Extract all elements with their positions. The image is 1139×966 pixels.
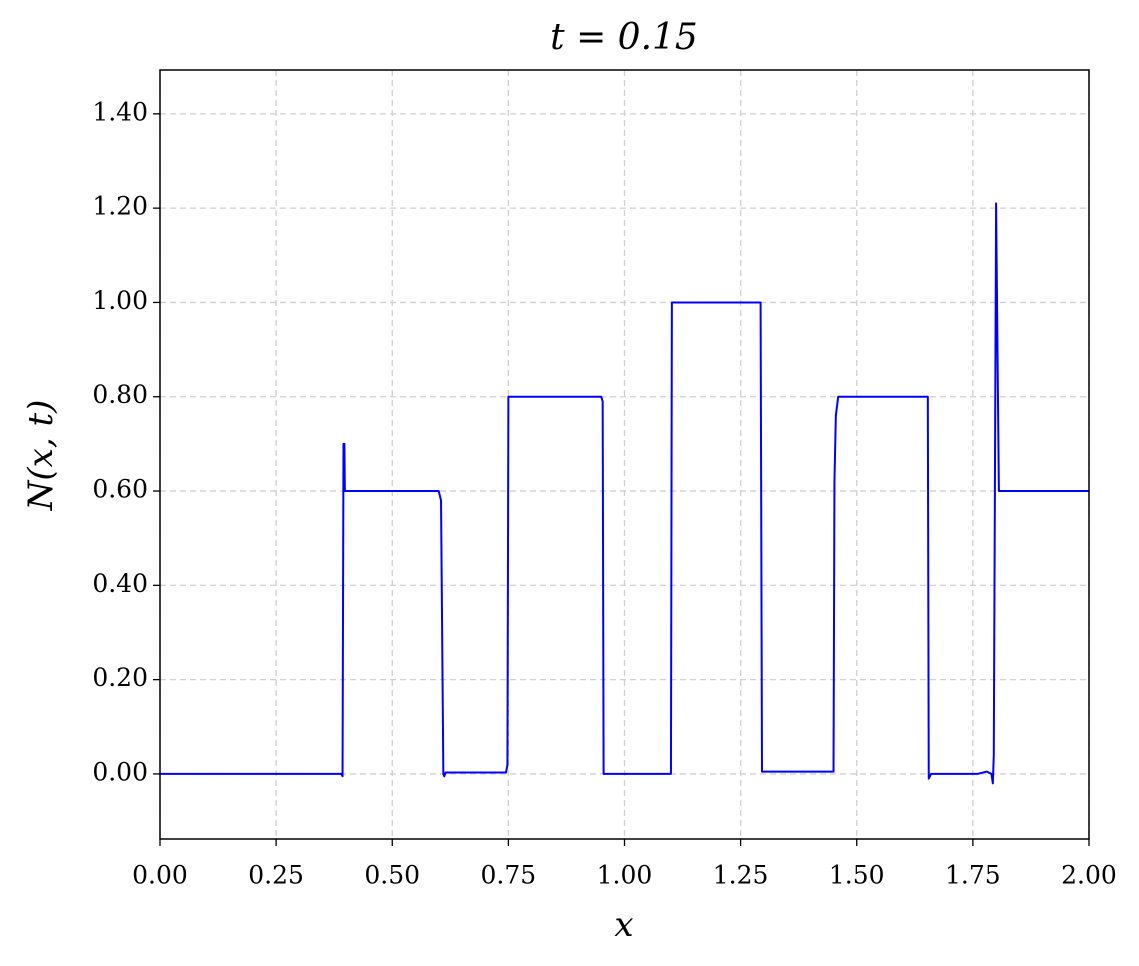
y-tick-label: 0.00	[92, 757, 148, 786]
x-tick-label: 0.25	[248, 861, 304, 890]
x-tick-label: 1.25	[713, 861, 769, 890]
y-tick-label: 0.40	[92, 569, 148, 598]
x-tick-label: 0.75	[481, 861, 537, 890]
x-tick-label: 0.00	[132, 861, 188, 890]
x-tick-label: 1.00	[597, 861, 653, 890]
data-line	[160, 202, 1089, 785]
x-tick-label: 2.00	[1061, 861, 1117, 890]
y-tick-label: 1.00	[92, 286, 148, 315]
y-tick-label: 0.80	[92, 380, 148, 409]
y-tick-label: 0.20	[92, 663, 148, 692]
y-tick-label: 1.20	[92, 192, 148, 221]
x-tick-label: 1.75	[945, 861, 1001, 890]
chart-title: t = 0.15	[550, 17, 698, 58]
plot-frame	[159, 69, 1090, 840]
x-axis-label: x	[614, 905, 633, 945]
x-tick-label: 1.50	[829, 861, 885, 890]
y-axis-label: N(x, t)	[21, 400, 61, 512]
y-tick-label: 0.60	[92, 475, 148, 504]
y-tick-label: 1.40	[92, 97, 148, 126]
x-tick-label: 0.50	[364, 861, 420, 890]
